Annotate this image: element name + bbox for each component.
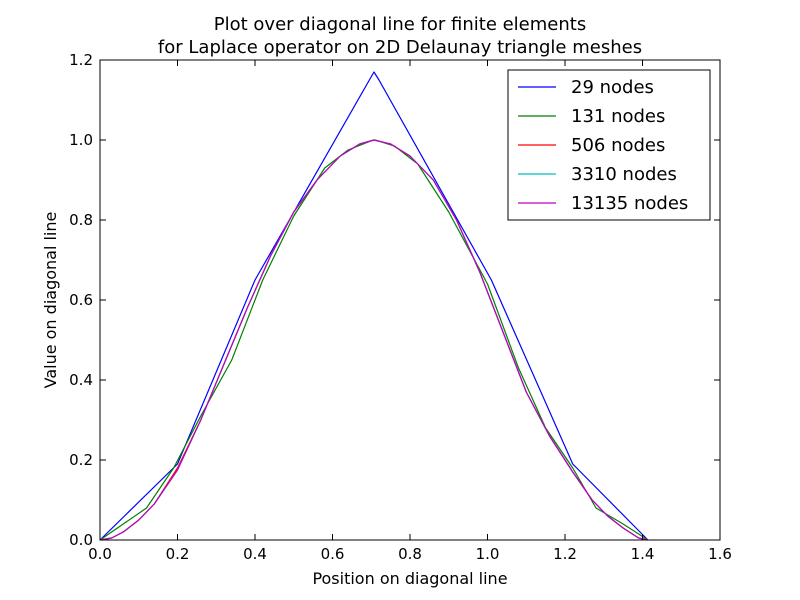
legend-items: 29 nodes 131 nodes 506 nodes 3310 nodes 1313…: [518, 77, 688, 214]
x-tick-label: 1.6: [708, 545, 732, 563]
ticks-layer: 0.0 0.2 0.4 0.6 0.8 1.0 1.2 1.4 1.6 0.0 0.2 0.4 0.6 0…: [69, 51, 732, 563]
legend-label-0: 29 nodes: [571, 77, 654, 98]
x-tick-label: 1.4: [631, 545, 655, 563]
x-tick-label: 1.0: [476, 545, 500, 563]
x-tick-label: 0.2: [166, 545, 190, 563]
y-axis-label: Value on diagonal line: [41, 212, 60, 389]
y-tick-label: 0.6: [69, 291, 93, 309]
chart-title-line2: for Laplace operator on 2D Delaunay tria…: [158, 37, 642, 58]
x-tick-label: 0.6: [321, 545, 345, 563]
legend-label-3: 3310 nodes: [571, 164, 677, 185]
legend-label-2: 506 nodes: [571, 135, 665, 156]
x-tick-label: 0.8: [398, 545, 422, 563]
chart-title-line1: Plot over diagonal line for finite eleme…: [214, 14, 586, 35]
series-line-4: [99, 139, 649, 541]
y-tick-label: 0.2: [69, 451, 93, 469]
y-tick-label: 0.8: [69, 211, 93, 229]
legend-label-1: 131 nodes: [571, 106, 665, 127]
legend: 29 nodes 131 nodes 506 nodes 3310 nodes 1313…: [507, 69, 711, 221]
series-line-0: [99, 71, 649, 541]
x-tick-label: 0.4: [243, 545, 267, 563]
y-tick-label: 1.2: [69, 51, 93, 69]
series-layer: [99, 71, 649, 541]
plot-frame: [99, 59, 721, 541]
x-tick-label: 0.0: [88, 545, 112, 563]
x-axis-label: Position on diagonal line: [312, 569, 507, 588]
y-tick-label: 0.4: [69, 371, 93, 389]
x-tick-label: 1.2: [553, 545, 577, 563]
y-tick-label: 1.0: [69, 131, 93, 149]
y-tick-label: 0.0: [69, 531, 93, 549]
legend-label-4: 13135 nodes: [571, 193, 688, 214]
